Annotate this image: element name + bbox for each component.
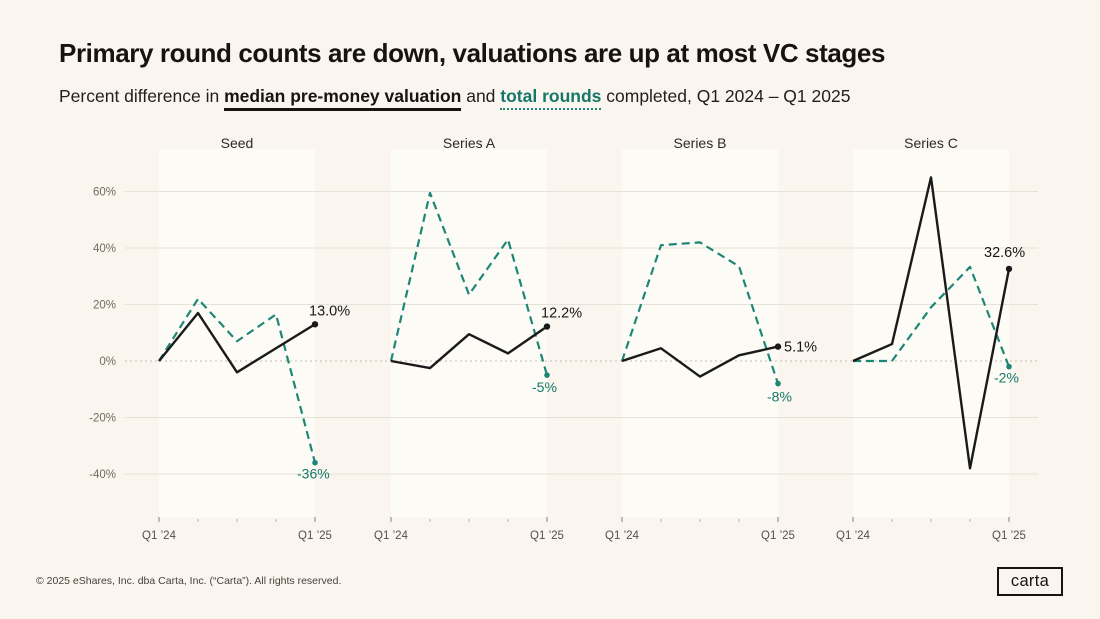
x-axis-tick-label: Q1 ’25: [298, 530, 332, 542]
carta-logo: carta: [997, 567, 1063, 596]
rounds-end-dot: [544, 372, 550, 378]
rounds-end-dot: [775, 380, 781, 387]
panel-title: Series B: [674, 135, 727, 151]
x-axis-tick-label: Q1 ’25: [992, 530, 1026, 542]
panel-background: [622, 149, 778, 517]
x-axis-tick-label: Q1 ’24: [605, 530, 639, 542]
valuation-end-dot: [311, 321, 319, 328]
rounds-end-label: -8%: [767, 389, 792, 405]
legend-valuation-term: median pre-money valuation: [224, 86, 462, 111]
valuation-end-dot: [543, 323, 551, 330]
valuation-line: [158, 311, 316, 374]
panel-background: [159, 149, 315, 517]
panel-title: Series C: [904, 135, 958, 151]
valuation-end-dot: [1005, 265, 1013, 273]
rounds-end-label: -36%: [297, 466, 330, 482]
valuation-line: [852, 176, 1011, 470]
subtitle-conjunction: and: [461, 86, 501, 106]
panel-series-a: Series A Q1 ’24 Q1 ’25 -5% 12.2%: [374, 135, 582, 542]
panel-series-c: Series C Q1 ’24 Q1 ’25 -2% 32.6%: [836, 135, 1026, 542]
legend-rounds-term: total rounds: [500, 86, 602, 110]
x-axis-tick-label: Q1 ’25: [761, 530, 795, 542]
rounds-line: [620, 241, 780, 384]
carta-logo-text: carta: [1010, 572, 1050, 590]
rounds-end-dot: [1006, 363, 1012, 370]
panel-title: Series A: [443, 135, 496, 151]
rounds-line: [853, 265, 1011, 368]
panel-background: [853, 149, 1009, 517]
rounds-end-label: -2%: [994, 370, 1019, 386]
panel-title: Seed: [221, 135, 254, 151]
y-axis-tick-label: 40%: [93, 243, 116, 255]
valuation-end-label: 13.0%: [309, 303, 350, 319]
valuation-end-label: 5.1%: [784, 340, 817, 356]
y-axis-tick-label: 60%: [93, 187, 116, 199]
valuation-line: [390, 325, 548, 370]
y-axis-tick-label: -20%: [89, 413, 116, 425]
panel-series-b: Series B Q1 ’24 Q1 ’25 -8% 5.1%: [605, 135, 817, 542]
panel-seed: Seed Q1 ’24 Q1 ’25 -36% 13.0%: [142, 135, 350, 542]
chart-canvas: 60% 40% 20% 0% -20% -40% Seed Q1 ’24 Q1 ’25 -36% 1…: [89, 135, 1038, 542]
chart-area: 60% 40% 20% 0% -20% -40% Seed Q1 ’24 Q1 ’25 -36% 1…: [0, 135, 1100, 555]
rounds-line: [389, 191, 549, 376]
x-axis-tick-label: Q1 ’25: [530, 530, 564, 542]
x-axis-tick-label: Q1 ’24: [836, 530, 870, 542]
valuation-end-label: 32.6%: [984, 245, 1025, 261]
y-axis-tick-label: 20%: [93, 300, 116, 312]
x-axis-tick-label: Q1 ’24: [142, 530, 176, 542]
x-axis-tick-label: Q1 ’24: [374, 530, 408, 542]
rounds-end-label: -5%: [532, 379, 557, 395]
page-title: Primary round counts are down, valuation…: [59, 38, 886, 68]
chart-subtitle: Percent difference in median pre-money v…: [59, 86, 851, 111]
valuation-end-dot: [774, 343, 782, 350]
valuation-end-label: 12.2%: [541, 306, 582, 322]
rounds-end-dot: [312, 459, 318, 466]
y-axis-tick-label: 0%: [99, 356, 116, 368]
rounds-line: [158, 297, 317, 463]
y-axis-tick-label: -40%: [89, 469, 116, 481]
subtitle-suffix: completed, Q1 2024 – Q1 2025: [601, 86, 851, 106]
valuation-line: [621, 345, 779, 378]
copyright-text: © 2025 eShares, Inc. dba Carta, Inc. (“C…: [36, 575, 342, 587]
subtitle-prefix: Percent difference in: [59, 86, 225, 106]
